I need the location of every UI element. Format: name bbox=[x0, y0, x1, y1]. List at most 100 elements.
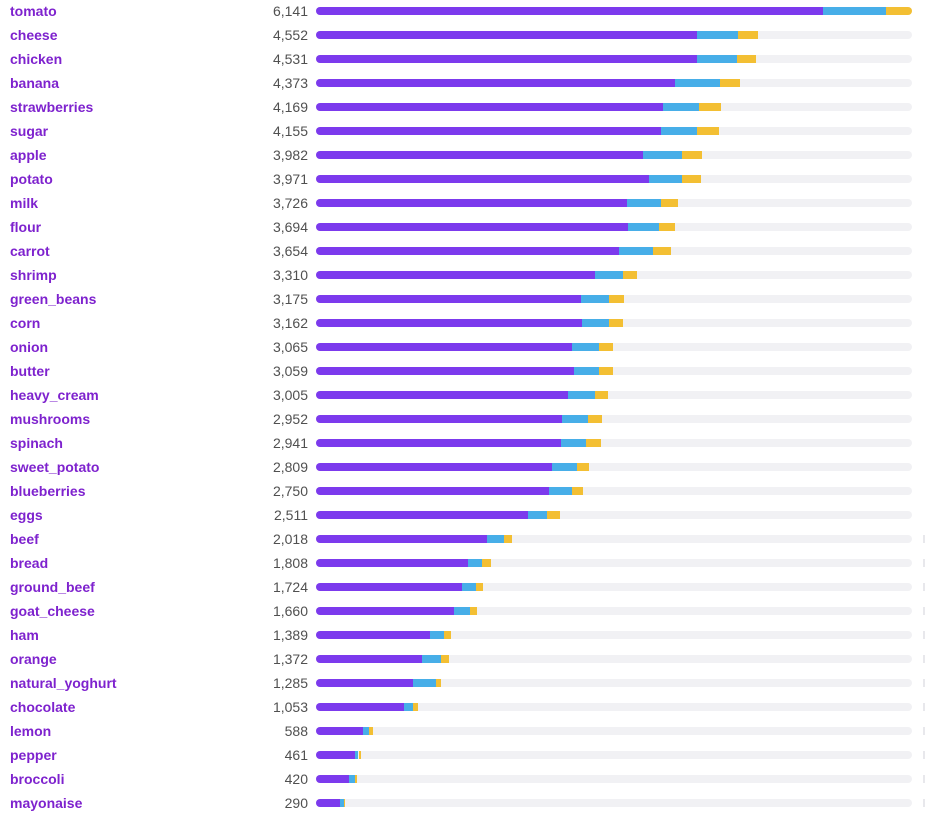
bar-segment-3 bbox=[599, 343, 614, 351]
bar-segment-2 bbox=[697, 55, 738, 63]
category-label[interactable]: milk bbox=[10, 195, 39, 211]
total-count-label: 4,155 bbox=[272, 123, 308, 139]
category-label[interactable]: orange bbox=[10, 651, 57, 667]
total-count-label: 420 bbox=[284, 771, 308, 787]
category-label[interactable]: shrimp bbox=[10, 267, 57, 283]
total-count-label: 3,726 bbox=[272, 195, 308, 211]
total-count-label: 3,982 bbox=[272, 147, 308, 163]
bar-segment-1 bbox=[316, 103, 664, 111]
category-label[interactable]: mushrooms bbox=[10, 411, 91, 427]
category-label[interactable]: cheese bbox=[10, 27, 58, 43]
category-label[interactable]: blueberries bbox=[10, 483, 86, 499]
row-edge-marker bbox=[923, 631, 925, 639]
table-row: shrimp 3,310 bbox=[0, 264, 926, 288]
total-count-label: 1,053 bbox=[272, 699, 308, 715]
table-row: sweet_potato 2,809 bbox=[0, 456, 926, 480]
category-label[interactable]: broccoli bbox=[10, 771, 65, 787]
table-row: spinach 2,941 bbox=[0, 432, 926, 456]
category-label[interactable]: eggs bbox=[10, 507, 43, 523]
category-label[interactable]: chicken bbox=[10, 51, 63, 67]
bar-segment-3 bbox=[588, 415, 603, 423]
bar-segment-3 bbox=[699, 103, 721, 111]
table-row: potato 3,971 bbox=[0, 168, 926, 192]
bar-segment-1 bbox=[316, 7, 824, 15]
category-label[interactable]: ham bbox=[10, 627, 39, 643]
category-label[interactable]: onion bbox=[10, 339, 49, 355]
category-label[interactable]: pepper bbox=[10, 747, 57, 763]
category-label[interactable]: sugar bbox=[10, 123, 49, 139]
bar-segment-3 bbox=[444, 631, 451, 639]
category-label[interactable]: mayonaise bbox=[10, 795, 83, 811]
bar-segment-1 bbox=[316, 415, 563, 423]
bar-track bbox=[316, 151, 912, 159]
category-label[interactable]: corn bbox=[10, 315, 41, 331]
bar-segment-3 bbox=[886, 7, 912, 15]
total-count-label: 6,141 bbox=[272, 3, 308, 19]
category-label[interactable]: goat_cheese bbox=[10, 603, 95, 619]
bar-track bbox=[316, 583, 912, 591]
table-row: flour 3,694 bbox=[0, 216, 926, 240]
bar-track bbox=[316, 799, 912, 807]
bar-segment-2 bbox=[823, 7, 887, 15]
bar-track bbox=[316, 31, 912, 39]
category-label[interactable]: green_beans bbox=[10, 291, 97, 307]
total-count-label: 2,511 bbox=[274, 507, 308, 523]
category-label[interactable]: apple bbox=[10, 147, 47, 163]
category-label[interactable]: bread bbox=[10, 555, 49, 571]
bar-track bbox=[316, 679, 912, 687]
bar-segment-3 bbox=[653, 247, 671, 255]
bar-track bbox=[316, 79, 912, 87]
bar-track bbox=[316, 175, 912, 183]
row-edge-marker bbox=[923, 775, 925, 783]
bar-segment-2 bbox=[552, 463, 578, 471]
bar-segment-1 bbox=[316, 799, 340, 807]
category-label[interactable]: butter bbox=[10, 363, 50, 379]
bar-segment-1 bbox=[316, 295, 582, 303]
category-label[interactable]: natural_yoghurt bbox=[10, 675, 117, 691]
bar-segment-1 bbox=[316, 247, 620, 255]
bar-segment-3 bbox=[609, 319, 623, 327]
row-edge-marker bbox=[923, 559, 925, 567]
bar-segment-1 bbox=[316, 607, 454, 615]
category-label[interactable]: carrot bbox=[10, 243, 50, 259]
category-label[interactable]: ground_beef bbox=[10, 579, 95, 595]
category-label[interactable]: banana bbox=[10, 75, 60, 91]
total-count-label: 1,660 bbox=[272, 603, 308, 619]
table-row: lemon 588 bbox=[0, 720, 926, 744]
table-row: mushrooms 2,952 bbox=[0, 408, 926, 432]
category-label[interactable]: lemon bbox=[10, 723, 52, 739]
row-edge-marker bbox=[923, 799, 925, 807]
bar-track bbox=[316, 415, 912, 423]
table-row: bread 1,808 bbox=[0, 552, 926, 576]
bar-track bbox=[316, 343, 912, 351]
category-label[interactable]: potato bbox=[10, 171, 53, 187]
row-edge-marker bbox=[923, 679, 925, 687]
table-row: heavy_cream 3,005 bbox=[0, 384, 926, 408]
category-label[interactable]: chocolate bbox=[10, 699, 76, 715]
category-label[interactable]: flour bbox=[10, 219, 42, 235]
bar-segment-1 bbox=[316, 727, 364, 735]
table-row: mayonaise 290 bbox=[0, 792, 926, 816]
bar-segment-3 bbox=[572, 487, 583, 495]
bar-segment-3 bbox=[599, 367, 613, 375]
bar-track bbox=[316, 223, 912, 231]
category-label[interactable]: strawberries bbox=[10, 99, 94, 115]
total-count-label: 3,065 bbox=[272, 339, 308, 355]
total-count-label: 1,372 bbox=[272, 651, 308, 667]
bar-segment-2 bbox=[348, 775, 355, 783]
category-label[interactable]: beef bbox=[10, 531, 39, 547]
bar-track bbox=[316, 7, 912, 15]
table-row: onion 3,065 bbox=[0, 336, 926, 360]
category-label[interactable]: heavy_cream bbox=[10, 387, 99, 403]
bar-segment-3 bbox=[661, 199, 678, 207]
total-count-label: 4,373 bbox=[272, 75, 308, 91]
category-label[interactable]: spinach bbox=[10, 435, 63, 451]
bar-segment-1 bbox=[316, 559, 469, 567]
bar-segment-2 bbox=[404, 703, 414, 711]
bar-track bbox=[316, 607, 912, 615]
category-label[interactable]: sweet_potato bbox=[10, 459, 100, 475]
category-label[interactable]: tomato bbox=[10, 3, 57, 19]
bar-segment-3 bbox=[682, 175, 702, 183]
total-count-label: 2,809 bbox=[272, 459, 308, 475]
